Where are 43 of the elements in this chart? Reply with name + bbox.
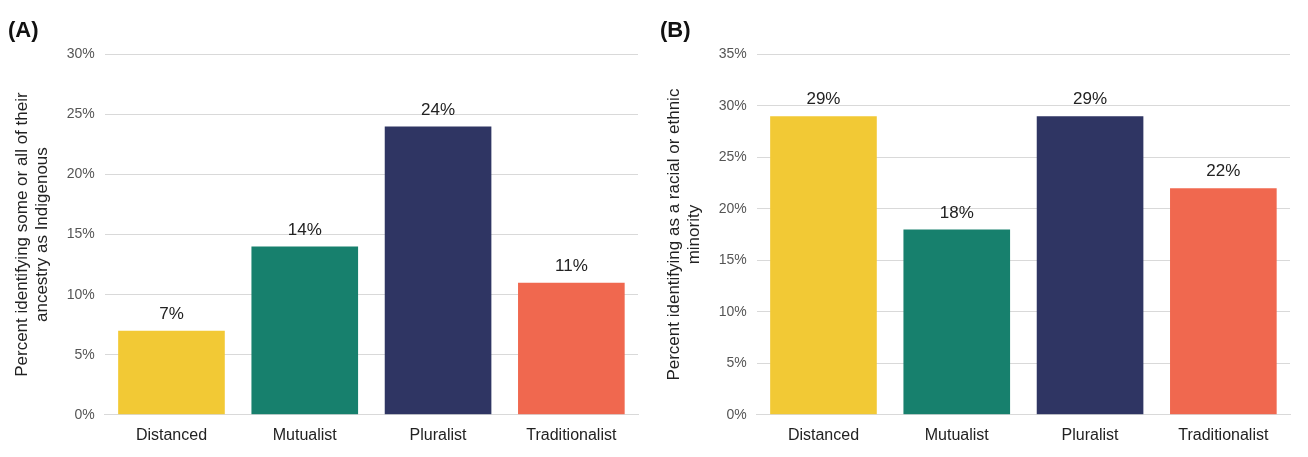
- data-label: 29%: [1073, 89, 1108, 109]
- y-tick-label: 30%: [718, 96, 747, 113]
- y-axis-title: Percent identifying some or all of their ancestry as Indigenous: [11, 92, 52, 377]
- bar: [384, 126, 492, 415]
- y-tick-label: 0%: [74, 405, 95, 422]
- y-tick-label: 0%: [726, 405, 747, 422]
- y-tick-label: 25%: [66, 105, 95, 122]
- x-tick-label: Mutualist: [924, 425, 990, 443]
- y-tick-label: 10%: [66, 285, 95, 302]
- bar: [518, 282, 625, 415]
- bar: [770, 116, 877, 415]
- x-tick-label: Pluralist: [409, 425, 468, 443]
- x-tick-label: Distanced: [135, 425, 208, 443]
- bar: [251, 246, 359, 415]
- chart-title: (B): [660, 17, 691, 43]
- x-tick-label: Pluralist: [1061, 425, 1120, 443]
- y-tick-label: 5%: [726, 354, 747, 371]
- data-label: 24%: [421, 99, 456, 119]
- data-label: 11%: [554, 255, 588, 275]
- data-label: 14%: [287, 219, 322, 239]
- bar: [1036, 116, 1144, 415]
- y-tick-label: 15%: [66, 225, 95, 242]
- chart-title: (A): [8, 17, 39, 43]
- data-label: 22%: [1206, 161, 1241, 181]
- bar: [1170, 188, 1277, 415]
- y-tick-label: 20%: [718, 199, 747, 216]
- bar: [903, 229, 1011, 415]
- data-label: 7%: [159, 303, 184, 323]
- y-tick-label: 5%: [74, 345, 95, 362]
- y-tick-label: 10%: [718, 302, 747, 319]
- y-tick-label: 25%: [718, 148, 747, 165]
- bar: [118, 330, 225, 415]
- data-label: 29%: [806, 89, 841, 109]
- y-axis-title: Percent identifying as a racial or ethnic minority: [663, 88, 704, 381]
- x-tick-label: Traditionalist: [1178, 425, 1269, 443]
- y-tick-label: 20%: [66, 165, 95, 182]
- y-tick-label: 15%: [718, 251, 747, 268]
- data-label: 18%: [939, 202, 974, 222]
- y-tick-label: 35%: [718, 45, 747, 62]
- x-tick-label: Distanced: [787, 425, 860, 443]
- x-tick-label: Traditionalist: [526, 425, 617, 443]
- y-tick-label: 30%: [66, 45, 95, 62]
- x-tick-label: Mutualist: [272, 425, 338, 443]
